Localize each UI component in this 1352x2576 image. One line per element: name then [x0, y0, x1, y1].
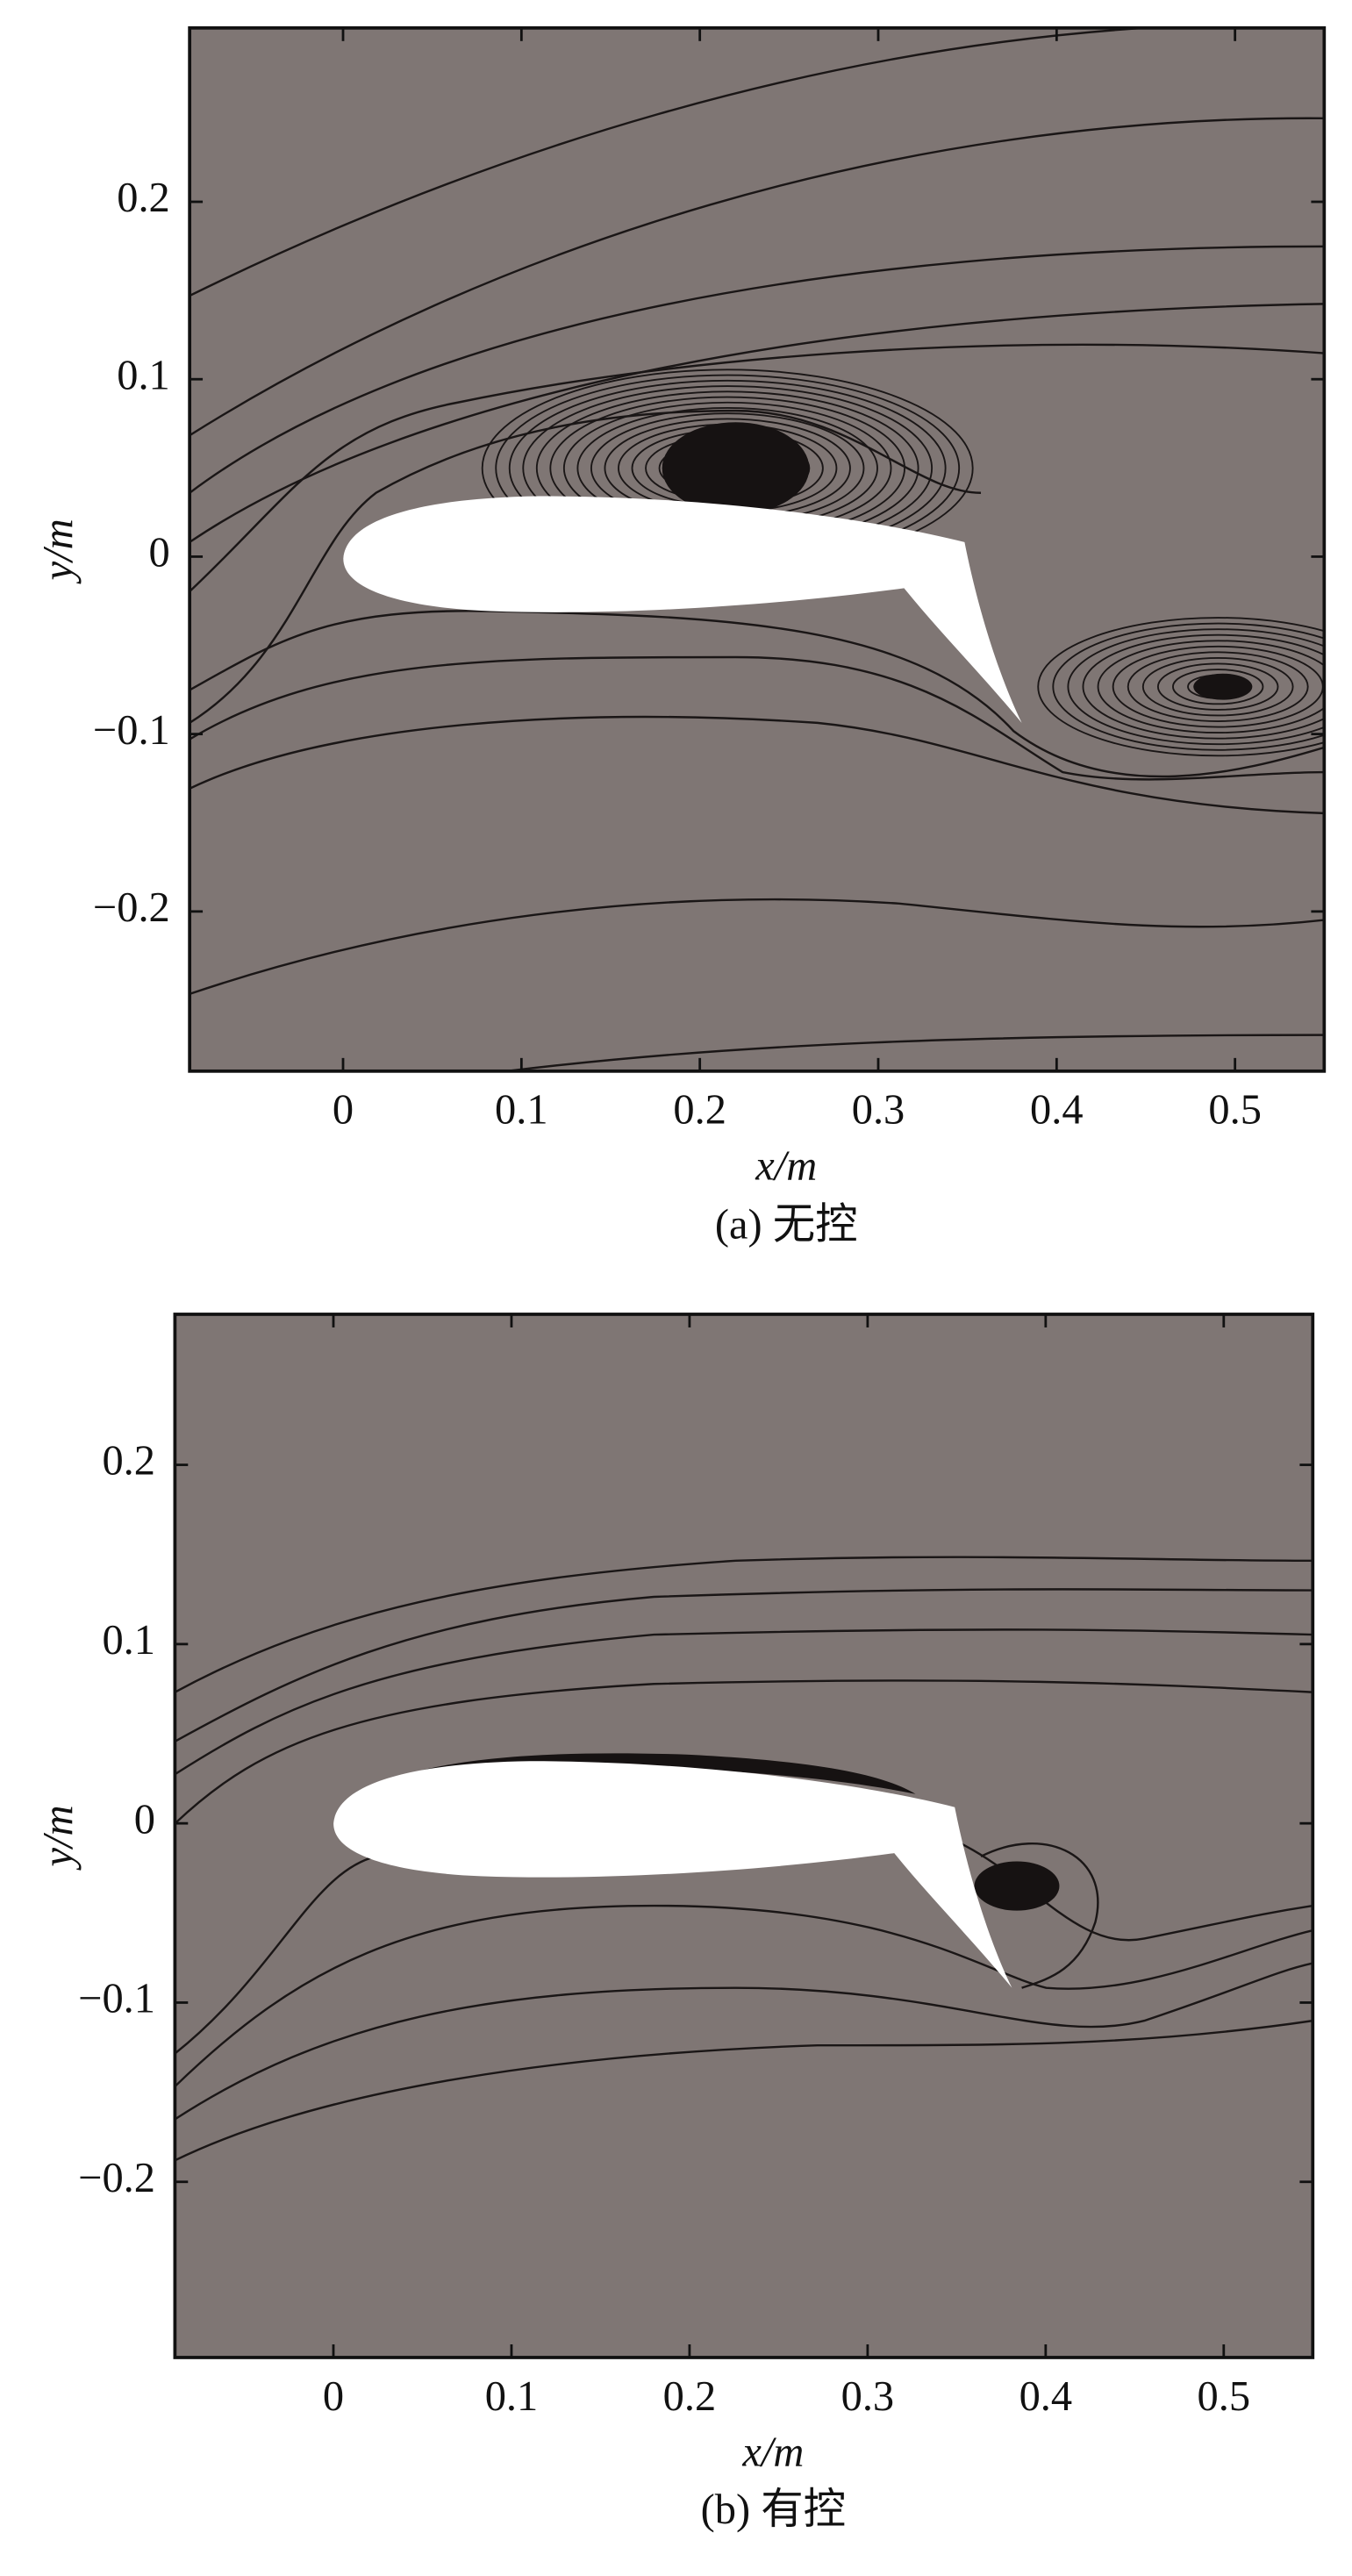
- y-tick-label: 0.1: [102, 1616, 155, 1664]
- vortex-ring: [1156, 662, 1279, 711]
- x-tick-label: 0: [323, 2372, 344, 2420]
- x-tick-label: 0.4: [1019, 2372, 1073, 2420]
- y-tick-label: −0.1: [93, 706, 170, 754]
- plot-frame: [188, 25, 1327, 1073]
- y-tick-label: 0.2: [117, 174, 170, 221]
- streamline: [190, 610, 1325, 778]
- x-tick-label: 0.3: [841, 2372, 895, 2420]
- y-tick-label: −0.2: [78, 2154, 155, 2201]
- y-tick-label: 0.2: [102, 1437, 155, 1485]
- y-tick-label: −0.1: [78, 1975, 155, 2022]
- x-tick-label: 0.4: [1030, 1086, 1084, 1134]
- y-tick-label: 0.1: [117, 351, 170, 398]
- vortex-ring: [1127, 651, 1309, 722]
- vortex-ring: [1172, 669, 1264, 705]
- streamline: [175, 1628, 1313, 1776]
- streamline: [506, 1034, 1325, 1071]
- x-axis-label: x/m: [741, 2428, 804, 2475]
- vortex-ring: [1082, 633, 1325, 740]
- streamline: [190, 655, 1325, 781]
- streamline: [175, 1962, 1313, 2121]
- y-tick-label: 0: [149, 528, 170, 576]
- streamline: [175, 1556, 1313, 1693]
- streamline: [190, 343, 1325, 592]
- vortex-core: [974, 1861, 1060, 1911]
- airfoil: [343, 496, 1022, 723]
- x-tick-label: 0.5: [1208, 1086, 1262, 1134]
- x-tick-label: 0.1: [495, 1086, 548, 1134]
- x-tick-label: 0.2: [663, 2372, 717, 2420]
- plot: 0 0.1 0.2 0.3 0.4 0.5 −0.2 −0.1 0 0.1 0.2 x/m y/m (b)…: [34, 1313, 1315, 2533]
- vortex-ring: [1037, 617, 1325, 757]
- vortex-ring: [1067, 628, 1325, 746]
- x-tick-label: 0: [333, 1086, 354, 1134]
- y-tick-label: 0: [134, 1795, 155, 1843]
- caption: (b) 有控: [701, 2486, 846, 2533]
- vortex-core: [1193, 673, 1253, 700]
- x-tick-label: 0.3: [852, 1086, 905, 1134]
- streamline: [980, 1843, 1099, 1989]
- vortex-ring: [1141, 656, 1294, 717]
- streamline: [175, 1904, 1313, 2087]
- y-axis-label: y/m: [34, 1805, 82, 1871]
- x-axis-label: x/m: [755, 1141, 817, 1189]
- vortex-ring: [1052, 622, 1325, 751]
- plot: 0 0.1 0.2 0.3 0.4 0.5 −0.2 −0.1 0 0.1 0.2 x/m y/m (a)…: [34, 25, 1327, 1249]
- streamline: [190, 898, 1325, 995]
- vortex-core: [662, 422, 810, 515]
- y-tick-label: −0.2: [93, 884, 170, 931]
- streamline: [190, 27, 1145, 297]
- vortex-ring: [1097, 640, 1325, 734]
- x-tick-label: 0.1: [485, 2372, 539, 2420]
- x-tick-label: 0.2: [673, 1086, 726, 1134]
- y-axis-label: y/m: [34, 519, 82, 584]
- streamline: [190, 245, 1325, 494]
- caption: (a) 无控: [715, 1201, 858, 1249]
- streamline: [190, 117, 1325, 437]
- streamline: [175, 1588, 1313, 1742]
- streamline: [190, 715, 1325, 815]
- streamline: [175, 1679, 1313, 1825]
- airfoil: [333, 1761, 1012, 1988]
- plot-frame: [173, 1313, 1315, 2359]
- streamline: [175, 2019, 1313, 2162]
- x-tick-label: 0.5: [1198, 2372, 1251, 2420]
